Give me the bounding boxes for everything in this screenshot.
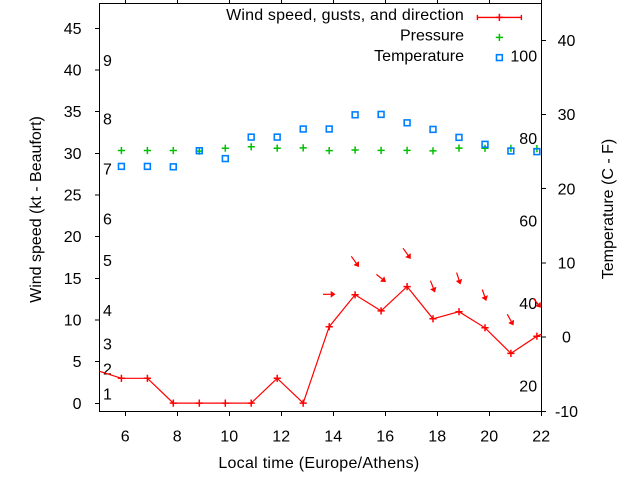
svg-text:40: 40 [519,296,537,313]
svg-text:8: 8 [173,428,182,445]
svg-text:10: 10 [558,256,576,273]
svg-text:8: 8 [103,111,112,128]
svg-text:6: 6 [103,211,112,228]
svg-text:22: 22 [532,428,550,445]
svg-text:40: 40 [64,63,82,80]
svg-text:6: 6 [121,428,130,445]
svg-text:10: 10 [220,428,238,445]
svg-text:14: 14 [324,428,342,445]
svg-text:Local time (Europe/Athens): Local time (Europe/Athens) [218,455,419,472]
svg-text:12: 12 [272,428,290,445]
svg-text:60: 60 [519,214,537,231]
svg-text:Wind speed, gusts, and directi: Wind speed, gusts, and direction [226,7,464,24]
svg-text:1: 1 [103,386,112,403]
svg-text:Temperature (C - F): Temperature (C - F) [600,139,617,279]
svg-text:30: 30 [558,107,576,124]
svg-text:20: 20 [558,181,576,198]
svg-text:35: 35 [64,104,82,121]
svg-text:-10: -10 [555,404,578,421]
svg-text:0: 0 [562,330,571,347]
svg-text:5: 5 [73,354,82,371]
svg-text:30: 30 [64,146,82,163]
svg-text:25: 25 [64,188,82,205]
svg-text:5: 5 [103,253,112,270]
svg-text:40: 40 [558,33,576,50]
svg-text:16: 16 [376,428,394,445]
svg-text:20: 20 [519,378,537,395]
svg-text:18: 18 [428,428,446,445]
svg-text:3: 3 [103,336,112,353]
svg-text:Pressure: Pressure [400,28,464,45]
svg-text:15: 15 [64,271,82,288]
svg-text:0: 0 [73,396,82,413]
svg-text:Wind speed (kt - Beaufort): Wind speed (kt - Beaufort) [28,116,45,303]
svg-text:80: 80 [519,131,537,148]
svg-text:20: 20 [64,229,82,246]
svg-text:4: 4 [103,303,112,320]
svg-text:2: 2 [103,361,112,378]
svg-text:Temperature: Temperature [374,48,464,65]
svg-text:45: 45 [64,21,82,38]
svg-text:10: 10 [64,313,82,330]
svg-text:9: 9 [103,53,112,70]
svg-text:7: 7 [103,161,112,178]
svg-text:100: 100 [510,49,537,66]
svg-text:20: 20 [480,428,498,445]
